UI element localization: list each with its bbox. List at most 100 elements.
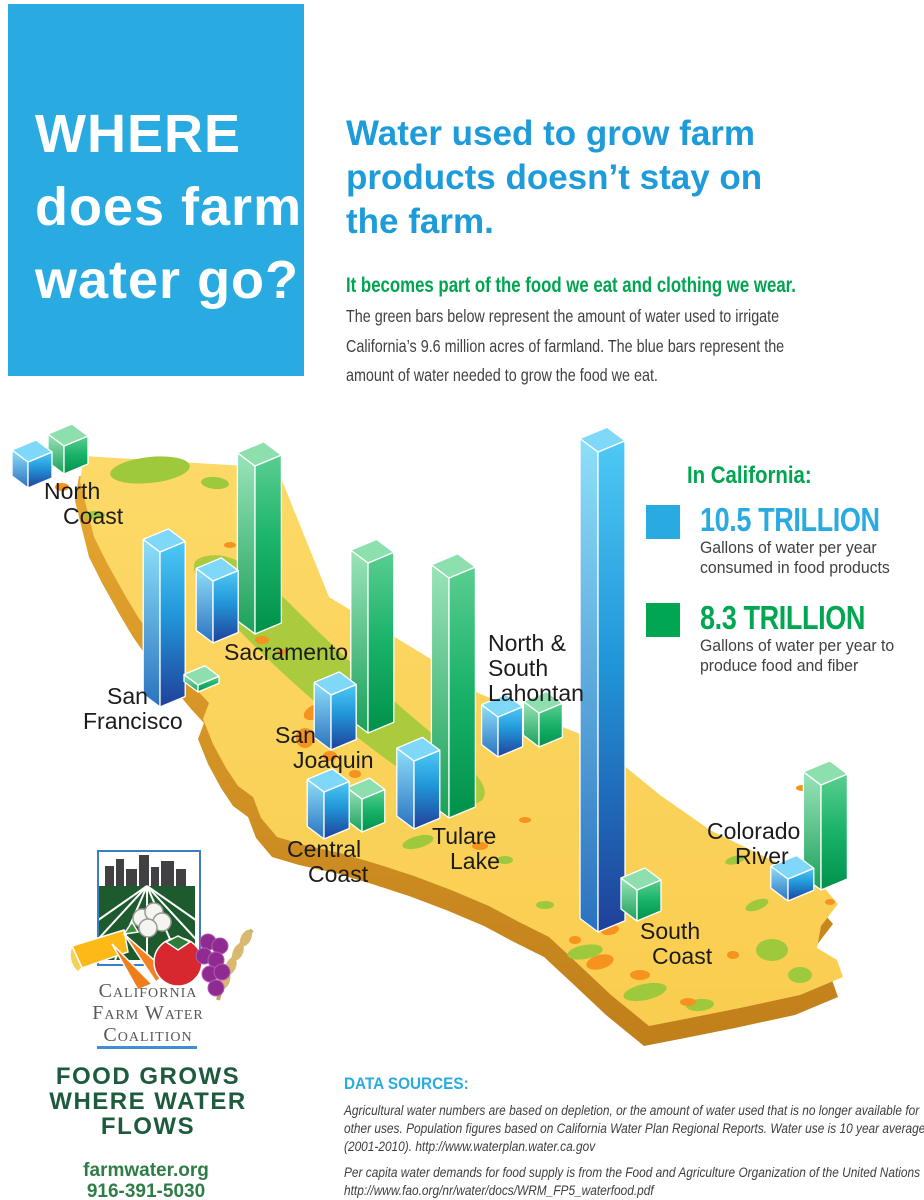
data-sources-paragraph-1: Agricultural water numbers are based on … bbox=[344, 1102, 924, 1156]
subheading: It becomes part of the food we eat and c… bbox=[346, 274, 796, 297]
label-central-coast: Central bbox=[287, 836, 361, 862]
text-line: WHERE WATER bbox=[49, 1088, 247, 1115]
bar-top-face bbox=[430, 553, 477, 579]
label-san-francisco: Francisco bbox=[83, 708, 183, 734]
bar-top-face bbox=[770, 854, 815, 880]
legend-blue-description: Gallons of water per year consumed in foo… bbox=[700, 538, 890, 577]
bar-top-face bbox=[183, 665, 220, 686]
bar-front-face bbox=[212, 569, 239, 644]
legend-blue-value: 10.5 TRILLION bbox=[700, 501, 880, 538]
bar-blue-colorado-river bbox=[770, 854, 815, 902]
text-line: produce food and fiber bbox=[700, 655, 859, 675]
text-line: products doesn’t stay on bbox=[346, 158, 763, 197]
text-line: http://www.fao.org/nr/water/docs/WRM_FP5… bbox=[344, 1183, 654, 1198]
bar-left-face bbox=[236, 452, 256, 635]
bar-left-face bbox=[396, 747, 415, 830]
data-sources-heading: DATA SOURCES: bbox=[344, 1074, 469, 1093]
text-line: California bbox=[98, 980, 198, 1002]
text-line: Agricultural water numbers are based on … bbox=[344, 1103, 920, 1118]
legend-blue-swatch bbox=[646, 505, 680, 539]
title-box bbox=[8, 4, 304, 376]
text-line: (2001-2010). http://www.waterplan.water.… bbox=[344, 1139, 596, 1154]
bar-top-face bbox=[11, 439, 53, 463]
legend-green-value: 8.3 TRILLION bbox=[700, 599, 865, 636]
bar-top-face bbox=[195, 557, 239, 582]
text-line: Gallons of water per year bbox=[700, 538, 877, 557]
bar-blue-south-coast bbox=[579, 426, 626, 933]
text-line: other uses. Population figures based on … bbox=[344, 1121, 924, 1136]
region-labels: NorthCoastSacramentoSanFranciscoSanJoaqu… bbox=[44, 478, 800, 969]
bar-top-face bbox=[236, 441, 283, 467]
website: farmwater.org bbox=[83, 1160, 209, 1181]
bar-top-face bbox=[802, 760, 849, 786]
label-colorado-river: River bbox=[735, 843, 789, 869]
bar-top-face bbox=[306, 768, 350, 793]
label-central-coast: Coast bbox=[308, 861, 369, 887]
bar-green-san-francisco bbox=[183, 665, 220, 693]
bar-blue-north-south-lahontan bbox=[480, 693, 524, 758]
bar-front-face bbox=[597, 440, 626, 933]
bar-green-south-coast bbox=[620, 867, 662, 922]
text-line: consumed in food products bbox=[700, 557, 890, 577]
bar-top-face bbox=[346, 777, 386, 800]
label-north-south-lahontan: South bbox=[488, 655, 548, 681]
phone-number: 916-391-5030 bbox=[86, 1181, 206, 1200]
legend-green-swatch bbox=[646, 603, 680, 637]
intro-copy: The green bars below represent the amoun… bbox=[346, 302, 784, 391]
bar-top-face bbox=[579, 426, 626, 453]
bar-top-face bbox=[522, 690, 564, 714]
text-line: water go? bbox=[35, 250, 300, 310]
region-sacramento bbox=[195, 441, 283, 644]
region-bars bbox=[11, 423, 849, 933]
text-line: California’s 9.6 million acres of farmla… bbox=[346, 335, 785, 356]
bar-green-north-coast bbox=[47, 423, 89, 475]
bar-top-face bbox=[620, 867, 662, 891]
text-line: Coalition bbox=[103, 1024, 193, 1046]
bar-blue-san-joaquin bbox=[313, 671, 357, 751]
text-line: Farm Water bbox=[92, 1002, 204, 1024]
data-sources-paragraph-2: Per capita water demands for food supply… bbox=[344, 1164, 920, 1200]
bar-green-central-coast bbox=[346, 777, 386, 833]
poster-title: WHERE does farm water go? bbox=[35, 98, 302, 317]
label-north-south-lahontan: Lahontan bbox=[488, 680, 584, 706]
text-line: does farm bbox=[35, 177, 303, 237]
bar-left-face bbox=[142, 538, 161, 708]
label-tulare-lake: Lake bbox=[450, 848, 500, 874]
bar-top-face bbox=[47, 423, 89, 447]
label-san-francisco: San bbox=[107, 683, 148, 709]
bar-top-face bbox=[313, 671, 357, 696]
bar-front-face bbox=[159, 540, 186, 708]
bar-blue-san-francisco bbox=[142, 528, 186, 708]
bar-top-face bbox=[350, 538, 395, 564]
bar-front-face bbox=[254, 454, 283, 635]
bar-top-face bbox=[396, 736, 441, 762]
region-north-south-lahontan bbox=[480, 690, 564, 758]
bar-blue-tulare-lake bbox=[396, 736, 441, 830]
text-line: amount of water needed to grow the food … bbox=[346, 365, 658, 385]
text-line: Per capita water demands for food supply… bbox=[344, 1165, 921, 1180]
bar-front-face bbox=[330, 683, 357, 751]
text-line: FOOD GROWS bbox=[55, 1063, 241, 1090]
text-line: the farm. bbox=[346, 202, 494, 241]
legend-title: In California: bbox=[687, 462, 812, 489]
tagline: FOOD GROWS WHERE WATER FLOWS bbox=[23, 1064, 273, 1139]
text-line: FLOWS bbox=[100, 1113, 196, 1140]
bar-front-face bbox=[367, 551, 395, 734]
text-line: Gallons of water per year to bbox=[700, 636, 895, 655]
region-san-francisco bbox=[142, 528, 220, 708]
label-san-joaquin: San bbox=[275, 722, 316, 748]
label-san-joaquin: Joaquin bbox=[293, 747, 374, 773]
bar-front-face bbox=[820, 773, 849, 891]
region-tulare-lake bbox=[396, 553, 477, 830]
contact-block: farmwater.org 916-391-5030 bbox=[46, 1160, 246, 1200]
bar-blue-central-coast bbox=[306, 768, 350, 840]
label-sacramento: Sacramento bbox=[224, 639, 348, 665]
bar-green-san-joaquin bbox=[350, 538, 395, 734]
label-south-coast: South bbox=[640, 918, 700, 944]
label-south-coast: Coast bbox=[652, 943, 713, 969]
produce-illustration bbox=[69, 902, 254, 1001]
label-north-coast: Coast bbox=[63, 503, 124, 529]
region-central-coast bbox=[306, 768, 386, 840]
california-map: NorthCoastSacramentoSanFranciscoSanJoaqu… bbox=[11, 423, 849, 1046]
